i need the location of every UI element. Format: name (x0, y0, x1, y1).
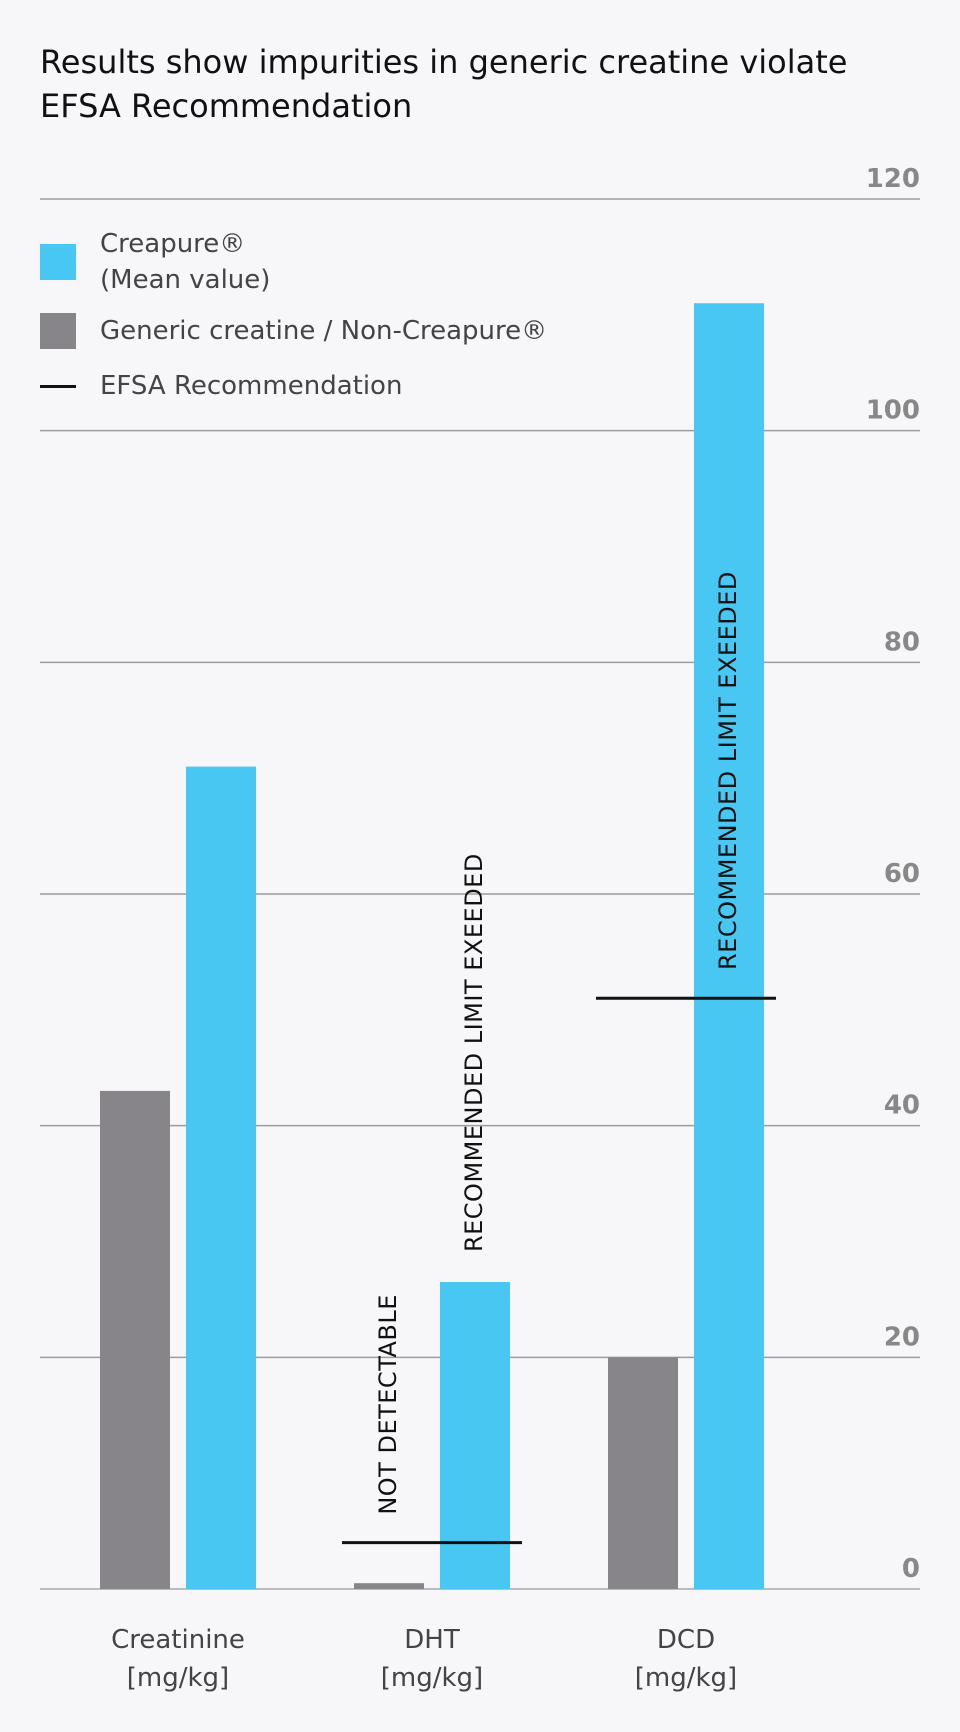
bar-annotation-2: RECOMMENDED LIMIT EXEEDED (714, 571, 742, 970)
bar-generic-2 (608, 1357, 678, 1589)
bar-creapure-1 (440, 1282, 510, 1589)
category-label-1-0: DHT (404, 1625, 460, 1655)
y-tick-label-0: 0 (902, 1554, 920, 1584)
y-tick-label-40: 40 (884, 1091, 920, 1121)
legend-item-generic: Generic creatine / Non-Creapure® (40, 313, 547, 349)
y-tick-label-120: 120 (866, 164, 920, 194)
bar-annotations: NOT DETECTABLE RECOMMENDED LIMIT EXEEDED R… (374, 571, 742, 1515)
y-tick-label-100: 100 (866, 396, 920, 426)
legend-label-generic: Generic creatine / Non-Creapure® (100, 316, 548, 346)
category-label-1-1: [mg/kg] (381, 1663, 483, 1693)
bar-creapure-2 (694, 303, 764, 1589)
bar-annotation-0: NOT DETECTABLE (374, 1294, 402, 1515)
legend-item-creapure: Creapure® (Mean value) (40, 226, 270, 298)
bar-generic-1 (354, 1583, 424, 1589)
legend-item-efsa: EFSA Recommendation (40, 368, 402, 404)
category-label-2-0: DCD (657, 1625, 715, 1655)
bar-annotation-1: RECOMMENDED LIMIT EXEEDED (460, 853, 488, 1252)
legend-swatch-creapure (40, 244, 76, 280)
chart-title: Results show impurities in generic creat… (40, 43, 848, 125)
x-axis-category-labels: Creatinine [mg/kg] DHT [mg/kg] DCD [mg/kg] (111, 1625, 737, 1693)
y-tick-label-80: 80 (884, 627, 920, 657)
category-label-2-1: [mg/kg] (635, 1663, 737, 1693)
efsa-reference-lines (342, 996, 776, 1545)
legend-label-efsa: EFSA Recommendation (100, 371, 403, 401)
y-axis-tick-labels: 0 20 40 60 80 100 120 (866, 164, 920, 1584)
legend-label-creapure: Creapure® (Mean value) (100, 229, 271, 295)
y-tick-label-20: 20 (884, 1322, 920, 1352)
bar-creapure-0 (186, 766, 256, 1589)
category-label-0-1: [mg/kg] (127, 1663, 229, 1693)
bar-generic-0 (100, 1090, 170, 1589)
y-tick-label-60: 60 (884, 859, 920, 889)
legend-swatch-generic (40, 313, 76, 349)
legend-line-efsa (40, 384, 76, 388)
bars (100, 303, 764, 1589)
category-label-0-0: Creatinine (111, 1625, 245, 1655)
